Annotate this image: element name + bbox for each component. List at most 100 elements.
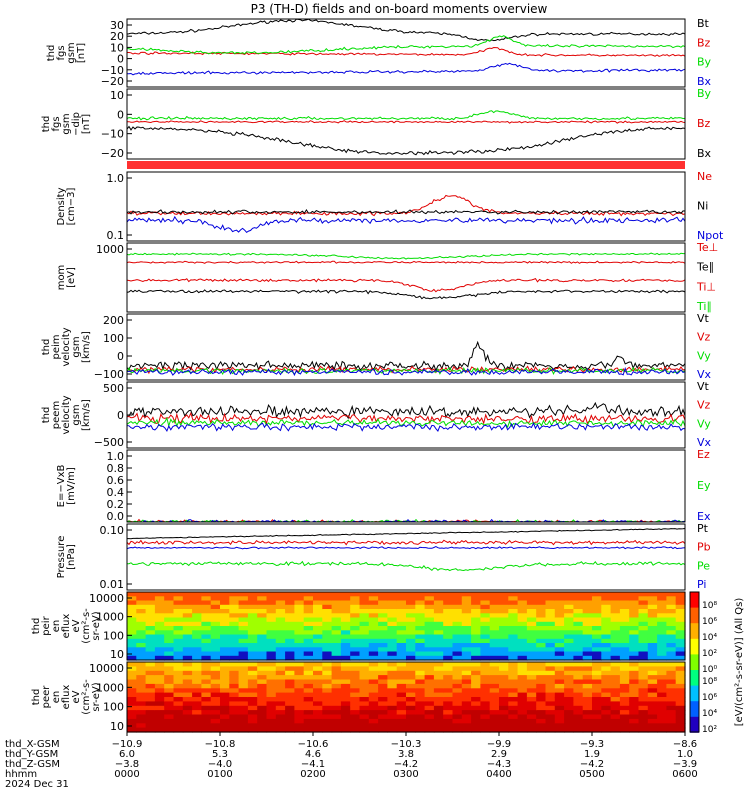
spectrogram-cell (499, 621, 509, 627)
spectrogram-cell (247, 643, 258, 648)
spectrogram-cell (173, 666, 184, 672)
spectrogram-cell (564, 697, 574, 702)
spectrogram-cell (294, 596, 305, 602)
spectrogram-cell (145, 683, 156, 689)
spectrogram-cell (313, 718, 323, 724)
spectrogram-cell (526, 630, 537, 636)
spectrogram-cell (238, 710, 249, 716)
spectrogram-cell (619, 723, 630, 729)
spectrogram-cell (127, 727, 137, 733)
spectrogram-cell (554, 727, 565, 733)
spectrogram-cell (433, 679, 444, 685)
spectrogram-cell (592, 592, 602, 597)
spectrogram-cell (536, 662, 547, 667)
spectrogram-cell (536, 626, 547, 631)
spectrogram-cell (359, 609, 370, 614)
spectrogram-cell (266, 621, 277, 627)
spectrogram-cell (164, 675, 175, 681)
spectrogram-cell (238, 688, 249, 694)
spectrogram-cell (322, 714, 333, 720)
spectrogram-cell (266, 718, 277, 724)
legend-Pb: Pb (697, 541, 711, 554)
spectrogram-cell (619, 683, 630, 689)
spectrogram-cell (387, 596, 398, 602)
spectrogram-cell (499, 697, 509, 702)
spectrogram-cell (526, 609, 537, 614)
spectrogram-cell (210, 662, 221, 667)
spectrogram-cell (396, 604, 407, 610)
legend-Ez: Ez (697, 448, 710, 461)
spectrogram-cell (619, 617, 630, 623)
panel-10: 10000100010010thdpeerenefluxeV(cm²-s-sr-… (31, 661, 686, 733)
spectrogram-cell (340, 651, 351, 657)
spectrogram-cell (247, 723, 258, 729)
spectrogram-cell (257, 621, 268, 627)
spectrogram-cell (461, 617, 472, 623)
spectrogram-cell (647, 604, 658, 610)
red-status-bar (127, 161, 685, 169)
colorbar-segment (690, 670, 699, 686)
spectrogram-cell (443, 592, 454, 597)
y-label-line: [nT] (76, 43, 87, 63)
spectrogram-cell (313, 617, 323, 623)
spectrogram-cell (173, 670, 184, 676)
spectrogram-cell (220, 596, 230, 602)
x-tick-label: 1.0 (677, 749, 693, 760)
spectrogram-cell (675, 701, 686, 707)
spectrogram-cell (610, 666, 621, 672)
spectrogram-cell (229, 683, 240, 689)
spectrogram-cell (378, 655, 388, 661)
spectrogram-cell (154, 662, 165, 667)
spectrogram-cell (220, 727, 230, 733)
spectrogram-cell (164, 609, 175, 614)
spectrogram-cell (201, 727, 212, 733)
spectrogram-cell (415, 675, 426, 681)
spectrogram-cell (378, 613, 388, 619)
spectrogram-cell (564, 688, 574, 694)
spectrogram-cell (229, 634, 240, 640)
spectrogram-cell (331, 655, 342, 661)
spectrogram-cell (526, 727, 537, 733)
spectrogram-cell (396, 679, 407, 685)
spectrogram-cell (210, 621, 221, 627)
spectrogram-cell (499, 634, 509, 640)
spectrogram-cell (303, 679, 314, 685)
spectrogram-cell (210, 683, 221, 689)
spectrogram-cell (359, 727, 370, 733)
y-tick-label: −100 (94, 368, 124, 381)
spectrogram-cell (257, 655, 268, 661)
spectrogram-cell (331, 718, 342, 724)
spectrogram-cell (657, 666, 667, 672)
spectrogram-cell (275, 723, 286, 729)
spectrogram-cell (489, 621, 500, 627)
spectrogram-cell (303, 692, 314, 698)
spectrogram-cell (480, 727, 491, 733)
spectrogram-cell (257, 662, 268, 667)
spectrogram-cell (619, 647, 630, 653)
spectrogram-cell (313, 723, 323, 729)
spectrogram-cell (285, 655, 295, 661)
spectrogram-cell (424, 617, 435, 623)
spectrogram-cell (164, 592, 175, 597)
spectrogram-cell (601, 596, 612, 602)
spectrogram-cell (294, 692, 305, 698)
spectrogram-cell (387, 617, 398, 623)
spectrogram-cell (359, 714, 370, 720)
spectrogram-cell (573, 688, 584, 694)
spectrogram-cell (601, 592, 612, 597)
spectrogram-cell (220, 697, 230, 702)
spectrogram-cell (229, 647, 240, 653)
spectrogram-cell (666, 609, 677, 614)
spectrogram-cell (582, 647, 593, 653)
spectrogram-cell (619, 626, 630, 631)
spectrogram-cell (508, 596, 519, 602)
spectrogram-cell (582, 609, 593, 614)
spectrogram-cell (526, 596, 537, 602)
panel-frame (126, 381, 686, 449)
spectrogram-cell (592, 630, 602, 636)
y-label-line: mom (56, 265, 67, 291)
spectrogram-cell (331, 630, 342, 636)
spectrogram-cell (378, 621, 388, 627)
spectrogram-cell (340, 666, 351, 672)
spectrogram-cell (313, 688, 323, 694)
